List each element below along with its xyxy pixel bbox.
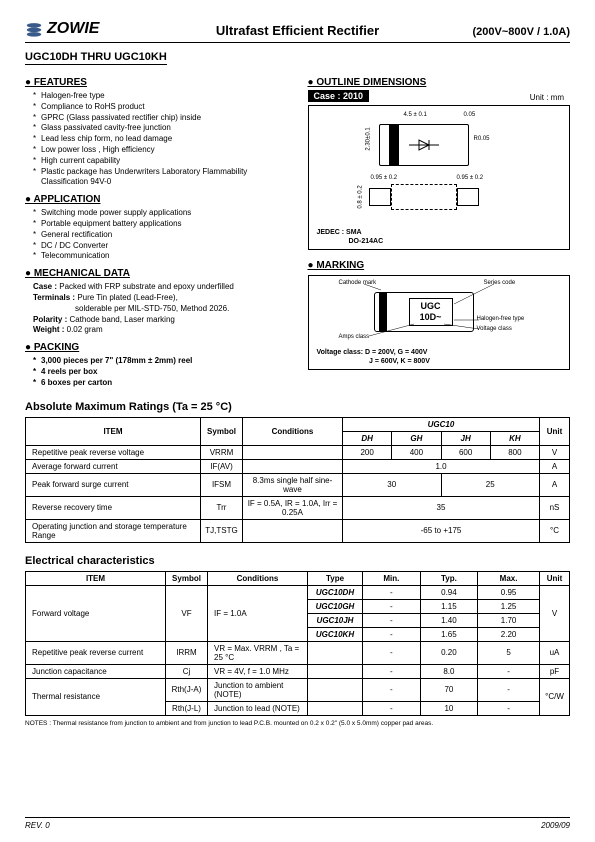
case-tag: Case : 2010 — [308, 90, 370, 102]
dim-padh: 0.8 ± 0.2 — [357, 185, 363, 208]
list-item: Halogen-free type — [33, 91, 288, 102]
list-item: Glass passivated cavity-free junction — [33, 123, 288, 134]
mechanical-data: Case : Packed with FRP substrate and epo… — [25, 282, 288, 336]
right-column: ● OUTLINE DIMENSIONS Case : 2010 Unit : … — [308, 71, 571, 389]
packing-head: ● PACKING — [25, 342, 288, 353]
list-item: Telecommunication — [33, 251, 288, 262]
th-unit: Unit — [540, 417, 570, 445]
zowie-icon — [25, 20, 43, 38]
th-max: Max. — [478, 571, 540, 585]
ec-table: ITEM Symbol Conditions Type Min. Typ. Ma… — [25, 571, 570, 716]
th-kh: KH — [490, 431, 539, 445]
th-type: Type — [308, 571, 363, 585]
table-row: Average forward current IF(AV) 1.0 A — [26, 459, 570, 473]
dim-padw: 0.95 ± 0.2 — [371, 175, 398, 181]
table-row: Thermal resistance Rth(J-A)Junction to a… — [26, 678, 570, 701]
left-column: ● FEATURES Halogen-free type Compliance … — [25, 71, 288, 389]
list-item: GPRC (Glass passivated rectifier chip) i… — [33, 113, 288, 124]
table-row: Peak forward surge current IFSM8.3ms sin… — [26, 473, 570, 496]
dim-padext: 0.95 ± 0.2 — [457, 175, 484, 181]
th-item: ITEM — [26, 571, 166, 585]
packing-list: 3,000 pieces per 7" (178mm ± 2mm) reel 4… — [25, 356, 288, 388]
list-item: Low power loss , High efficiency — [33, 145, 288, 156]
list-item: DC / DC Converter — [33, 241, 288, 252]
th-unit: Unit — [540, 571, 570, 585]
th-symbol: Symbol — [166, 571, 208, 585]
list-item: Compliance to RoHS product — [33, 102, 288, 113]
mech-polarity: Cathode band, Laser marking — [69, 315, 174, 324]
mech-weight: 0.02 gram — [67, 325, 103, 334]
brand-logo: ZOWIE — [25, 20, 190, 38]
date-label: 2009/09 — [541, 821, 570, 830]
list-item: 4 reels per box — [33, 367, 288, 378]
brand-name: ZOWIE — [47, 20, 99, 38]
outline-diagram: 4.5 ± 0.1 0.05 2.30±0.1 R0.05 0.95 ± 0.2… — [308, 105, 571, 250]
voltage-class-text: Voltage class: D = 200V, G = 400V J = 60… — [317, 349, 430, 366]
table-row: Reverse recovery time TrrIF = 0.5A, IR =… — [26, 496, 570, 519]
mechanical-head: ● MECHANICAL DATA — [25, 268, 288, 279]
outline-head: ● OUTLINE DIMENSIONS — [308, 77, 571, 88]
amr-title: Absolute Maximum Ratings (Ta = 25 °C) — [25, 401, 570, 413]
jedec-l2: DO-214AC — [317, 238, 384, 246]
th-symbol: Symbol — [201, 417, 243, 445]
list-item: High current capability — [33, 156, 288, 167]
jedec-label: JEDEC : SMA DO-214AC — [317, 229, 384, 246]
mech-term1: Pure Tin plated (Lead-Free), — [77, 293, 178, 302]
table-row: Junction capacitanceCj VR = 4V, f = 1.0 … — [26, 664, 570, 678]
list-item: 3,000 pieces per 7" (178mm ± 2mm) reel — [33, 356, 288, 367]
amr-table: ITEM Symbol Conditions UGC10 Unit DH GH … — [25, 417, 570, 543]
dim-gap: 0.05 — [464, 112, 476, 118]
dim-h: 2.30±0.1 — [365, 127, 371, 150]
mech-term2: solderable per MIL-STD-750, Method 2026. — [25, 304, 288, 315]
list-item: Plastic package has Underwriters Laborat… — [33, 167, 288, 189]
application-head: ● APPLICATION — [25, 194, 288, 205]
marking-diagram: UGC 10D~ Cathode mark Series code Haloge… — [308, 275, 571, 370]
th-typ: Typ. — [420, 571, 477, 585]
table-row: Repetitive peak reverse currentIRRM VR =… — [26, 641, 570, 664]
th-group: UGC10 — [343, 417, 540, 431]
main-columns: ● FEATURES Halogen-free type Compliance … — [25, 71, 570, 389]
mech-case: Packed with FRP substrate and epoxy unde… — [59, 282, 234, 291]
table-row: Repetitive peak reverse voltage VRRM 200… — [26, 445, 570, 459]
th-gh: GH — [392, 431, 441, 445]
list-item: Portable equipment battery applications — [33, 219, 288, 230]
th-cond: Conditions — [243, 417, 343, 445]
table-row: Operating junction and storage temperatu… — [26, 519, 570, 542]
rev-label: REV. 0 — [25, 821, 50, 830]
ec-title: Electrical characteristics — [25, 555, 570, 567]
features-list: Halogen-free type Compliance to RoHS pro… — [25, 91, 288, 188]
th-item: ITEM — [26, 417, 201, 445]
application-list: Switching mode power supply applications… — [25, 208, 288, 262]
dim-r: R0.05 — [474, 136, 490, 142]
list-item: General rectification — [33, 230, 288, 241]
part-range-title: UGC10DH THRU UGC10KH — [25, 51, 167, 65]
features-head: ● FEATURES — [25, 77, 288, 88]
notes: NOTES : Thermal resistance from junction… — [25, 720, 570, 727]
marking-head: ● MARKING — [308, 260, 571, 271]
table-row: Forward voltage VF IF = 1.0A UGC10DH -0.… — [26, 585, 570, 599]
unit-label: Unit : mm — [530, 93, 564, 102]
list-item: Lead less chip form, no lead damage — [33, 134, 288, 145]
footer: REV. 0 2009/09 — [25, 817, 570, 830]
th-min: Min. — [363, 571, 421, 585]
list-item: 6 boxes per carton — [33, 378, 288, 389]
dim-w: 4.5 ± 0.1 — [404, 112, 427, 118]
doc-title: Ultrafast Efficient Rectifier — [190, 23, 405, 38]
th-cond: Conditions — [208, 571, 308, 585]
list-item: Switching mode power supply applications — [33, 208, 288, 219]
spec-range: (200V~800V / 1.0A) — [405, 26, 570, 38]
jedec-l1: JEDEC : SMA — [317, 229, 384, 237]
th-dh: DH — [343, 431, 392, 445]
th-jh: JH — [441, 431, 490, 445]
header: ZOWIE Ultrafast Efficient Rectifier (200… — [25, 20, 570, 43]
